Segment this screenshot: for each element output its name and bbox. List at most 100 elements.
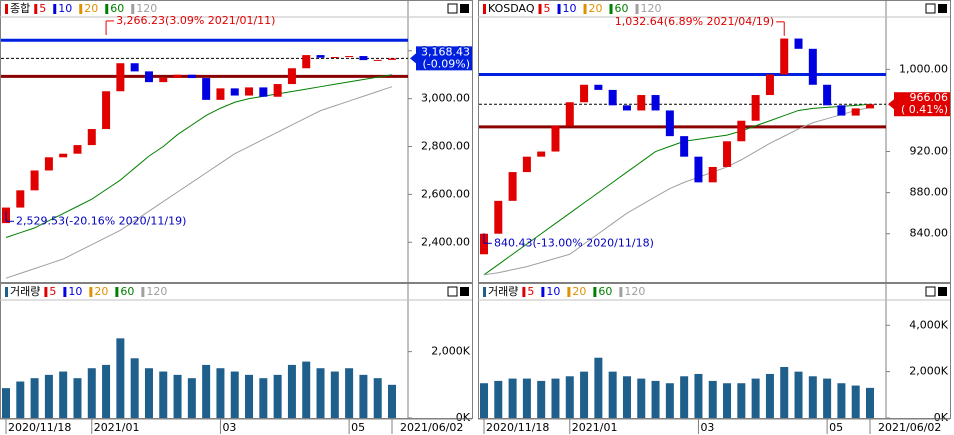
volume-bar [808,376,817,418]
volume-bar [202,364,211,418]
y-tick-label: 3,000.00 [421,92,470,105]
candle-body [73,145,82,154]
legend-label: 60 [110,2,124,15]
candle-body [273,84,282,97]
legend-swatch [34,4,38,14]
volume-bar [680,376,689,418]
panel-frame [478,0,951,283]
annotation: 1,032.64(6.89% 2021/04/19) [615,15,774,28]
candle-body [388,58,396,60]
x-tick-label: 2021/01 [94,421,140,434]
x-tick-label: 05 [829,421,843,434]
legend-swatch [115,287,119,297]
volume-bar [287,364,296,418]
y-tick-label: 880.00 [910,186,949,199]
candle-body [187,74,196,79]
volume-bar [87,368,96,418]
window-max-button[interactable] [925,286,936,297]
last-price-marker [888,99,894,110]
y-tick-label: 1,000.00 [899,62,948,75]
volume-bar [708,380,717,418]
candle-body [794,38,803,49]
volume-bar [30,378,39,418]
volume-bar [594,357,603,418]
x-tick-label: 2020/11/18 [8,421,71,434]
legend-label: 60 [120,285,134,298]
y-tick-label: 840.00 [910,227,949,240]
candle-body [866,104,874,109]
legend-swatch [609,4,613,14]
volume-bar [273,374,282,418]
x-tick-label: 03 [700,421,714,434]
candle-body [173,74,182,78]
volume-bar [737,383,746,418]
candle-body [259,87,268,97]
candle-body [345,56,354,58]
volume-bar [144,368,153,418]
window-max-button[interactable] [925,3,936,14]
volume-bar [751,378,760,418]
volume-bar [173,374,182,418]
window-max-button[interactable] [447,3,458,14]
volume-bar [102,364,111,418]
legend-label: 60 [598,285,612,298]
panel-title: 거래량 [488,285,518,298]
window-close-button[interactable] [938,4,947,13]
legend-label: 10 [563,2,577,15]
volume-bar [780,366,789,418]
title-icon [5,287,8,297]
last-price-marker [410,53,416,64]
volume-bar [480,383,488,418]
annotation: 2,529.53(-20.16% 2020/11/19) [16,214,186,227]
candle-body [522,156,531,173]
candle-body [608,89,617,106]
legend-swatch [541,287,545,297]
legend-swatch [105,4,109,14]
candle-body [565,102,574,126]
candle-body [823,84,832,106]
candle-body [16,190,25,208]
candle-body [808,48,817,85]
window-max-button[interactable] [447,286,458,297]
x-tick-label: 05 [351,421,365,434]
window-close-button[interactable] [938,287,947,296]
x-tick-label: 03 [222,421,236,434]
candle-body [59,153,68,158]
candle-body [373,59,382,61]
y-tick-label: 2,000K [909,365,948,378]
volume-bar [302,361,311,418]
legend-label: 10 [546,285,560,298]
legend-swatch [141,287,145,297]
volume-bar [44,374,53,418]
candle-body [680,136,689,157]
last-price-change: (-0.09%) [423,57,471,70]
volume-bar [359,374,368,418]
legend-label: 5 [544,2,551,15]
window-close-button[interactable] [460,287,469,296]
volume-bar [765,373,774,418]
window-close-button[interactable] [460,4,469,13]
panel-title: 종합 [10,2,30,15]
volume-bar [723,383,732,418]
candle-body [637,95,646,111]
legend-swatch [619,287,623,297]
y-tick-label: 2,400.00 [421,235,470,248]
legend-label: 10 [68,285,82,298]
volume-bar [608,371,617,418]
candle-body [537,151,546,157]
volume-bar [16,381,25,418]
legend-swatch [583,4,587,14]
legend-label: 5 [39,2,46,15]
x-tick-label: 2020/11/18 [486,421,549,434]
volume-bar [316,368,325,418]
candle-body [245,87,254,96]
candle-body [751,95,760,121]
last-price-change: ( 0.41%) [901,103,948,116]
last-price-box [416,46,472,71]
volume-bar [866,387,874,418]
volume-bar [651,380,660,418]
volume-bar [565,376,574,418]
candle-body [359,56,368,61]
